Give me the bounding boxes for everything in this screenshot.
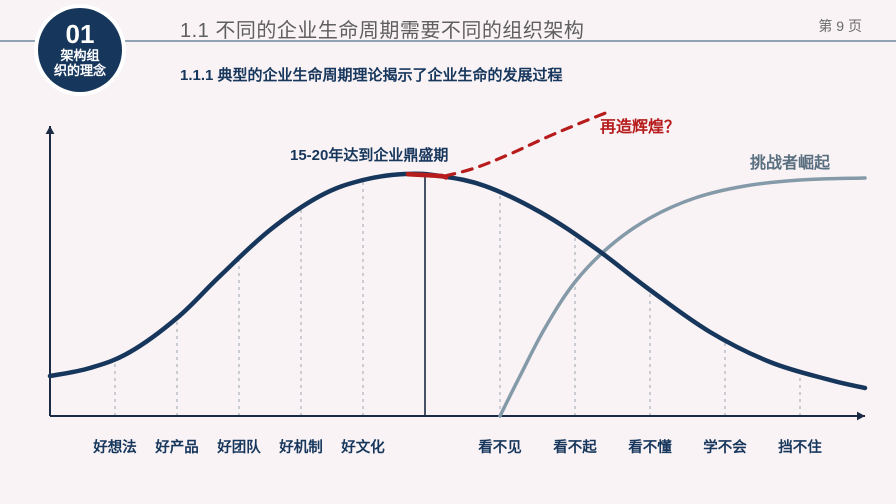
x-axis-label: 好团队 (217, 436, 261, 457)
page-title: 1.1 不同的企业生命周期需要不同的组织架构 (180, 14, 584, 43)
svg-text:挑战者崛起: 挑战者崛起 (750, 153, 831, 172)
section-badge: 01 架构组 织的理念 (38, 8, 122, 92)
page-indicator: 第 9 页 (818, 16, 862, 36)
x-axis-label: 好机制 (279, 436, 323, 457)
svg-text:15-20年达到企业鼎盛期: 15-20年达到企业鼎盛期 (290, 146, 448, 164)
x-axis-label: 好产品 (155, 436, 199, 457)
x-axis-label: 好想法 (93, 436, 137, 457)
subheading: 1.1.1 典型的企业生命周期理论揭示了企业生命的发展过程 (180, 64, 563, 85)
x-axis-label: 看不起 (553, 436, 597, 457)
x-axis-label: 看不懂 (628, 436, 672, 457)
x-axis-label: 看不见 (478, 436, 522, 457)
lifecycle-chart: 15-20年达到企业鼎盛期 再造辉煌？ 挑战者崛起 好想法好产品好团队好机制好文化 看… (30, 118, 868, 458)
x-axis-label: 好文化 (341, 436, 385, 457)
section-number: 01 (66, 21, 95, 47)
x-axis-label: 挡不住 (778, 436, 822, 457)
section-label: 架构组 织的理念 (54, 49, 106, 79)
x-axis-label: 学不会 (703, 436, 747, 457)
chart-svg: 15-20年达到企业鼎盛期 再造辉煌？ 挑战者崛起 (30, 118, 868, 458)
svg-text:再造辉煌？: 再造辉煌？ (600, 117, 680, 136)
